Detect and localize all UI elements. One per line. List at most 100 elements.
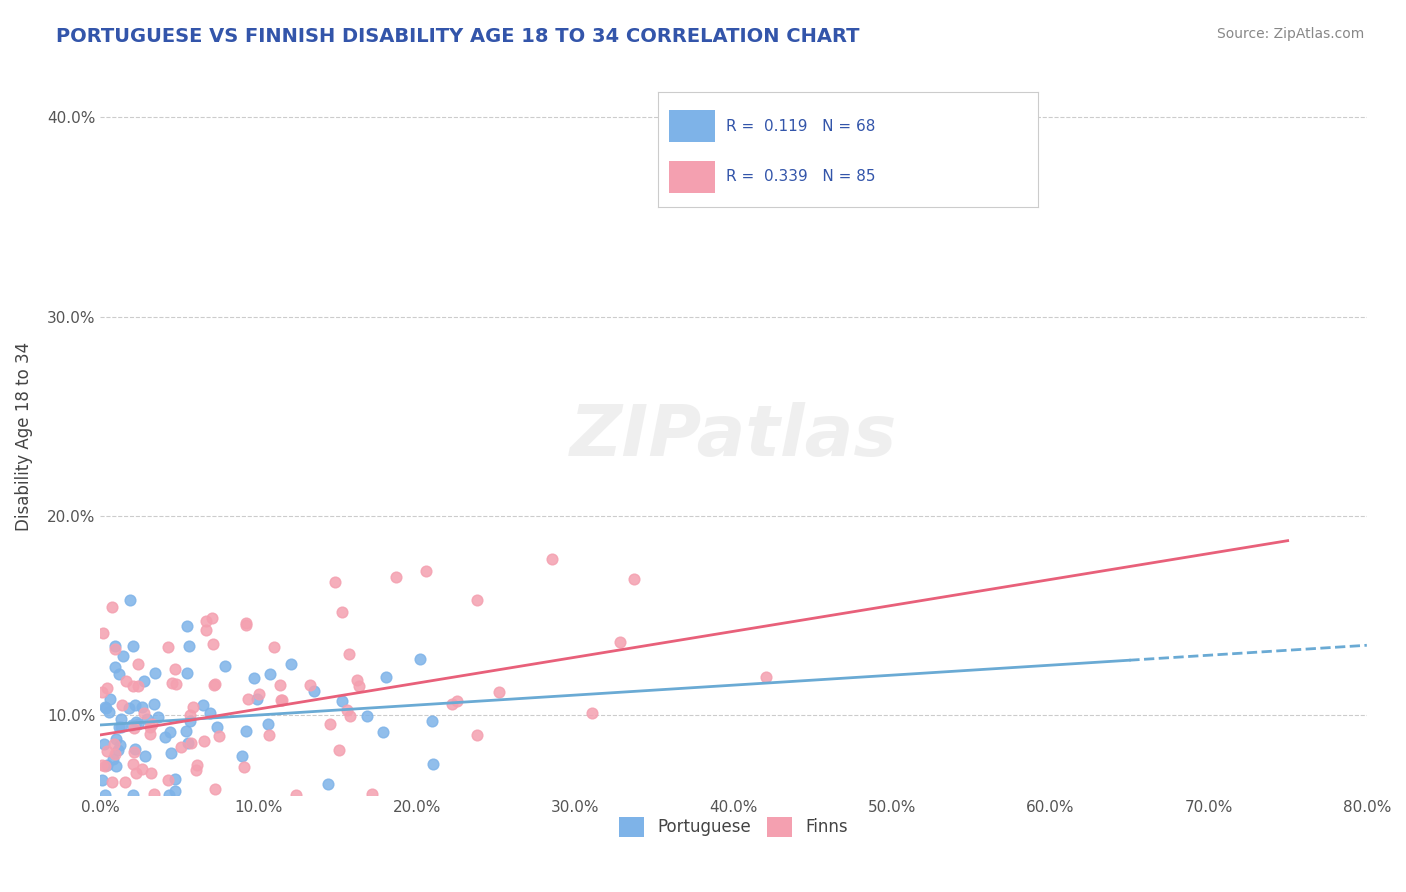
Point	[124, 698, 146, 712]
Point	[100, 599, 122, 614]
Point	[141, 716, 163, 731]
Point	[108, 738, 131, 752]
Point	[176, 618, 198, 632]
Point	[332, 694, 354, 708]
Point	[198, 706, 221, 721]
Point	[181, 700, 204, 714]
Point	[93, 737, 115, 751]
Point	[316, 776, 339, 790]
Point	[339, 709, 361, 723]
Point	[108, 720, 131, 734]
Point	[193, 698, 215, 713]
Point	[233, 760, 256, 774]
Point	[101, 752, 124, 766]
Point	[236, 692, 259, 706]
Point	[157, 788, 180, 802]
Point	[208, 729, 231, 743]
Point	[184, 764, 207, 778]
Point	[298, 678, 321, 692]
Point	[176, 666, 198, 681]
Point	[156, 640, 179, 654]
Point	[330, 606, 353, 620]
Point	[103, 738, 125, 752]
Point	[340, 799, 363, 814]
Point	[356, 709, 378, 723]
Point	[170, 739, 193, 754]
Point	[121, 717, 143, 731]
Point	[121, 757, 143, 772]
Point	[94, 759, 117, 773]
Point	[415, 564, 437, 578]
Point	[156, 773, 179, 788]
Point	[90, 685, 112, 699]
Point	[263, 640, 285, 655]
Point	[179, 714, 201, 728]
Point	[371, 725, 394, 739]
Point	[143, 666, 166, 681]
Point	[214, 658, 236, 673]
Point	[246, 691, 269, 706]
Point	[98, 705, 121, 719]
Point	[112, 819, 135, 833]
Point	[108, 666, 131, 681]
Point	[284, 789, 307, 803]
Point	[336, 702, 359, 716]
Point	[96, 757, 118, 772]
Point	[346, 673, 368, 687]
Point	[385, 570, 408, 584]
Point	[269, 678, 291, 692]
Point	[107, 742, 129, 756]
Point	[110, 712, 132, 726]
Text: Source: ZipAtlas.com: Source: ZipAtlas.com	[1216, 27, 1364, 41]
Point	[118, 701, 141, 715]
Point	[93, 788, 115, 802]
Point	[257, 717, 280, 731]
Point	[114, 775, 136, 789]
Point	[302, 684, 325, 698]
Point	[111, 648, 134, 663]
Point	[134, 748, 156, 763]
Point	[541, 552, 564, 566]
Point	[96, 744, 118, 758]
Point	[146, 710, 169, 724]
Point	[122, 745, 145, 759]
Point	[160, 746, 183, 760]
Point	[136, 712, 159, 726]
Point	[127, 657, 149, 672]
Point	[94, 701, 117, 715]
Point	[195, 623, 218, 637]
Point	[131, 700, 153, 714]
Point	[103, 639, 125, 653]
Legend: Portuguese, Finns: Portuguese, Finns	[612, 810, 855, 844]
Text: ZIPatlas: ZIPatlas	[569, 401, 897, 471]
Point	[132, 706, 155, 721]
Point	[122, 640, 145, 654]
Point	[115, 673, 138, 688]
Point	[163, 772, 186, 786]
Point	[111, 698, 134, 712]
Point	[180, 736, 202, 750]
Point	[337, 647, 360, 661]
Point	[165, 662, 187, 676]
Point	[204, 677, 226, 691]
Point	[132, 674, 155, 689]
Point	[90, 757, 112, 772]
Point	[420, 714, 443, 728]
Point	[375, 669, 398, 683]
Point	[160, 676, 183, 690]
Point	[360, 787, 382, 801]
Point	[101, 775, 124, 789]
Point	[623, 572, 645, 586]
Point	[280, 657, 302, 672]
Point	[201, 637, 224, 651]
Point	[202, 678, 225, 692]
Point	[465, 593, 488, 607]
Point	[257, 728, 280, 742]
Point	[124, 742, 146, 756]
Point	[319, 717, 342, 731]
Point	[138, 727, 160, 741]
Point	[127, 717, 149, 731]
Point	[139, 765, 162, 780]
Point	[98, 691, 121, 706]
Point	[347, 679, 370, 693]
